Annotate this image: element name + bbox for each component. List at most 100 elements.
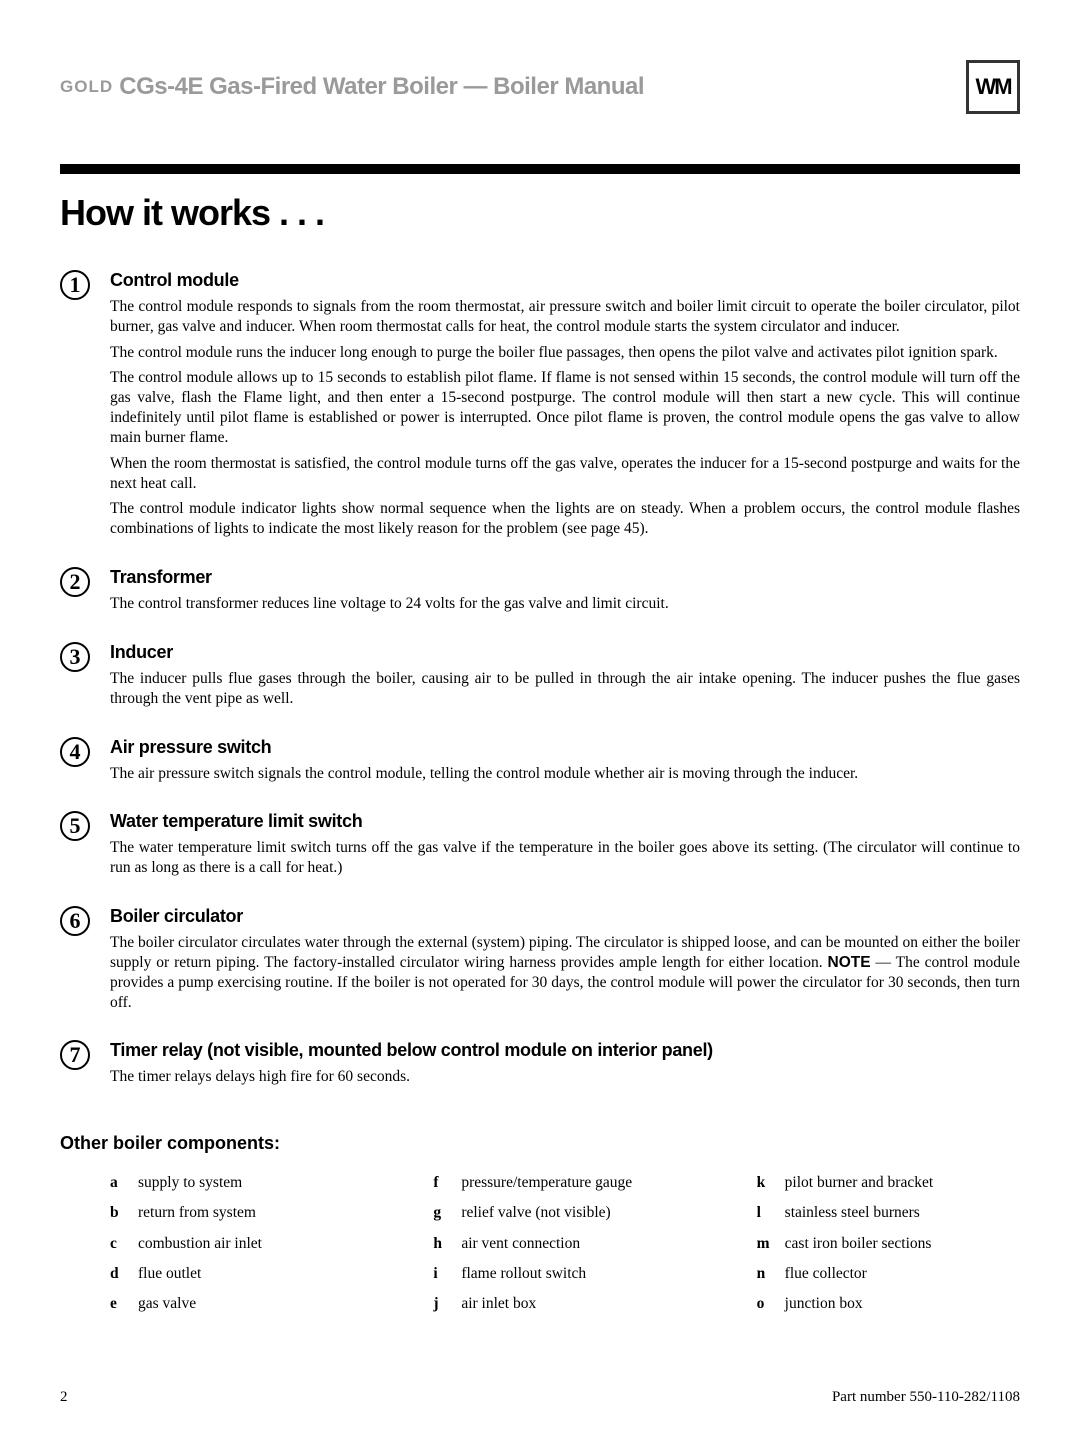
component-key: c: [110, 1229, 138, 1259]
section: 4Air pressure switchThe air pressure swi…: [60, 737, 1020, 790]
header-main: CGs-4E Gas-Fired Water Boiler — Boiler M…: [113, 73, 644, 100]
component-row: breturn from system: [110, 1198, 373, 1228]
component-value: supply to system: [138, 1168, 242, 1198]
circled-number-icon: 2: [60, 567, 90, 597]
thick-rule: [60, 164, 1020, 174]
component-key: h: [433, 1229, 461, 1259]
section: 3InducerThe inducer pulls flue gases thr…: [60, 642, 1020, 715]
components-col-3: kpilot burner and bracketlstainless stee…: [757, 1168, 1020, 1319]
component-value: flue collector: [785, 1259, 867, 1289]
component-row: fpressure/temperature gauge: [433, 1168, 696, 1198]
section-body: The air pressure switch signals the cont…: [110, 764, 1020, 784]
component-row: nflue collector: [757, 1259, 1020, 1289]
component-value: pressure/temperature gauge: [461, 1168, 632, 1198]
component-row: egas valve: [110, 1289, 373, 1319]
component-key: i: [433, 1259, 461, 1289]
circled-number-icon: 4: [60, 737, 90, 767]
section-body: The inducer pulls flue gases through the…: [110, 669, 1020, 709]
section-heading: Timer relay (not visible, mounted below …: [110, 1040, 1020, 1061]
component-value: air inlet box: [461, 1289, 536, 1319]
section-heading: Water temperature limit switch: [110, 811, 1020, 832]
paragraph: The inducer pulls flue gases through the…: [110, 669, 1020, 709]
section-content: Transformer The control transformer reduc…: [110, 567, 1020, 620]
component-key: f: [433, 1168, 461, 1198]
paragraph: The control module responds to signals f…: [110, 297, 1020, 337]
section-content: Control module The control module respond…: [110, 270, 1020, 545]
component-key: a: [110, 1168, 138, 1198]
component-key: k: [757, 1168, 785, 1198]
component-value: flame rollout switch: [461, 1259, 586, 1289]
section-number-col: 7: [60, 1040, 110, 1093]
component-row: asupply to system: [110, 1168, 373, 1198]
component-key: j: [433, 1289, 461, 1319]
component-row: grelief valve (not visible): [433, 1198, 696, 1228]
component-row: lstainless steel burners: [757, 1198, 1020, 1228]
component-value: combustion air inlet: [138, 1229, 262, 1259]
component-key: n: [757, 1259, 785, 1289]
component-key: g: [433, 1198, 461, 1228]
component-value: return from system: [138, 1198, 256, 1228]
component-value: pilot burner and bracket: [785, 1168, 933, 1198]
component-row: kpilot burner and bracket: [757, 1168, 1020, 1198]
component-key: b: [110, 1198, 138, 1228]
section: 1 Control module The control module respon…: [60, 270, 1020, 545]
section-number-col: 4: [60, 737, 110, 790]
section-content: Water temperature limit switch The water …: [110, 811, 1020, 884]
header-bar: GOLD CGs-4E Gas-Fired Water Boiler — Boi…: [60, 60, 1020, 114]
circled-number-icon: 7: [60, 1040, 90, 1070]
paragraph: The air pressure switch signals the cont…: [110, 764, 1020, 784]
component-row: dflue outlet: [110, 1259, 373, 1289]
component-value: flue outlet: [138, 1259, 201, 1289]
components-col-2: fpressure/temperature gaugegrelief valve…: [433, 1168, 696, 1319]
page-title: How it works . . .: [60, 192, 1020, 234]
section-body: The boiler circulator circulates water t…: [110, 933, 1020, 1012]
paragraph: The boiler circulator circulates water t…: [110, 933, 1020, 1012]
component-value: relief valve (not visible): [461, 1198, 610, 1228]
section: 7 Timer relay (not visible, mounted below…: [60, 1040, 1020, 1093]
section-content: Timer relay (not visible, mounted below …: [110, 1040, 1020, 1093]
section-number-col: 5: [60, 811, 110, 884]
paragraph: When the room thermostat is satisfied, t…: [110, 454, 1020, 494]
paragraph: The timer relays delays high fire for 60…: [110, 1067, 1020, 1087]
component-row: jair inlet box: [433, 1289, 696, 1319]
component-value: junction box: [785, 1289, 863, 1319]
component-key: l: [757, 1198, 785, 1228]
section-number-col: 2: [60, 567, 110, 620]
paragraph: The control module allows up to 15 secon…: [110, 368, 1020, 447]
section-heading: Transformer: [110, 567, 1020, 588]
section-content: InducerThe inducer pulls flue gases thro…: [110, 642, 1020, 715]
section-content: Boiler circulatorThe boiler circulator c…: [110, 906, 1020, 1018]
logo-text: WM: [975, 74, 1010, 100]
sections-container: 1 Control module The control module respon…: [60, 270, 1020, 1093]
section-body: The control module responds to signals f…: [110, 297, 1020, 539]
section: 6 Boiler circulatorThe boiler circulator …: [60, 906, 1020, 1018]
section: 2 Transformer The control transformer redu…: [60, 567, 1020, 620]
component-value: gas valve: [138, 1289, 196, 1319]
circled-number-icon: 6: [60, 906, 90, 936]
section-number-col: 3: [60, 642, 110, 715]
circled-number-icon: 5: [60, 811, 90, 841]
header-gold: GOLD: [60, 77, 113, 96]
components-col-1: asupply to systembreturn from systemccom…: [110, 1168, 373, 1319]
component-key: e: [110, 1289, 138, 1319]
section-body: The control transformer reduces line vol…: [110, 594, 1020, 614]
paragraph: The control transformer reduces line vol…: [110, 594, 1020, 614]
part-number: Part number 550-110-282/1108: [832, 1389, 1020, 1406]
footer: 2 Part number 550-110-282/1108: [60, 1389, 1020, 1406]
section: 5 Water temperature limit switch The water…: [60, 811, 1020, 884]
other-components-heading: Other boiler components:: [60, 1133, 1020, 1154]
circled-number-icon: 1: [60, 270, 90, 300]
paragraph: The control module indicator lights show…: [110, 499, 1020, 539]
component-value: air vent connection: [461, 1229, 580, 1259]
logo-icon: WM: [966, 60, 1020, 114]
component-row: ccombustion air inlet: [110, 1229, 373, 1259]
component-value: cast iron boiler sections: [785, 1229, 932, 1259]
page-number: 2: [60, 1389, 68, 1406]
note-label: NOTE: [828, 954, 871, 971]
component-key: d: [110, 1259, 138, 1289]
section-heading: Control module: [110, 270, 1020, 291]
header-title: GOLD CGs-4E Gas-Fired Water Boiler — Boi…: [60, 73, 644, 101]
component-row: mcast iron boiler sections: [757, 1229, 1020, 1259]
component-key: o: [757, 1289, 785, 1319]
section-body: The water temperature limit switch turns…: [110, 838, 1020, 878]
